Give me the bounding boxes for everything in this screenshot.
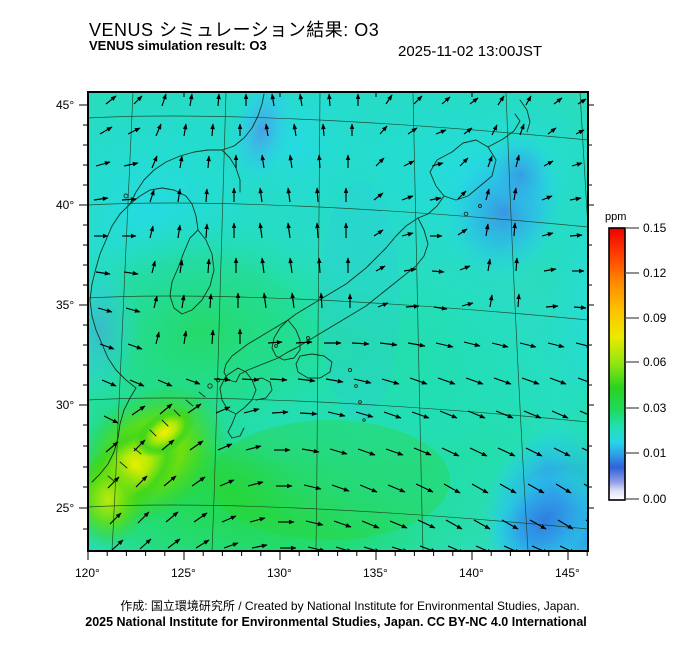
colorbar-tick-label: 0.06 <box>643 355 667 369</box>
axis-ticks <box>79 92 594 560</box>
x-axis-tick-label: 145° <box>555 566 580 580</box>
colorbar <box>608 227 639 501</box>
coastline-outlines <box>89 93 531 483</box>
colorbar-tick-label: 0.12 <box>643 266 667 280</box>
colorbar-ticks <box>625 227 639 500</box>
colorbar-gradient <box>608 227 626 501</box>
timestamp-label: 2025-11-02 13:00JST <box>398 43 542 60</box>
colorbar-tick-label: 0.15 <box>643 221 667 235</box>
page-title-japanese: VENUS シミュレーション結果: O3 <box>89 20 380 40</box>
y-axis-tick-label: 30° <box>56 398 75 412</box>
colorbar-unit-label: ppm <box>605 211 627 223</box>
colorbar-tick-label: 0.01 <box>643 446 667 460</box>
x-axis-tick-label: 140° <box>459 566 484 580</box>
wind-vector-arrows <box>93 93 588 551</box>
x-axis-tick-label: 130° <box>267 566 292 580</box>
page-title-english: VENUS simulation result: O3 <box>89 38 267 53</box>
credit-license: 2025 National Institute for Environmenta… <box>85 615 587 629</box>
colorbar-tick-label: 0.09 <box>643 311 667 325</box>
ozone-concentration-field <box>88 92 588 551</box>
x-axis-tick-label: 135° <box>363 566 388 580</box>
y-axis-tick-label: 35° <box>56 298 75 312</box>
colorbar-tick-label: 0.03 <box>643 401 667 415</box>
colorbar-tick-label: 0.00 <box>643 492 667 506</box>
credit-japanese: 作成: 国立環境研究所 / Created by National Instit… <box>120 599 580 613</box>
y-axis-tick-label: 25° <box>56 501 75 515</box>
x-axis-tick-label: 125° <box>171 566 196 580</box>
y-axis-tick-label: 45° <box>56 98 75 112</box>
y-axis-tick-label: 40° <box>56 198 75 212</box>
x-axis-tick-label: 120° <box>75 566 100 580</box>
